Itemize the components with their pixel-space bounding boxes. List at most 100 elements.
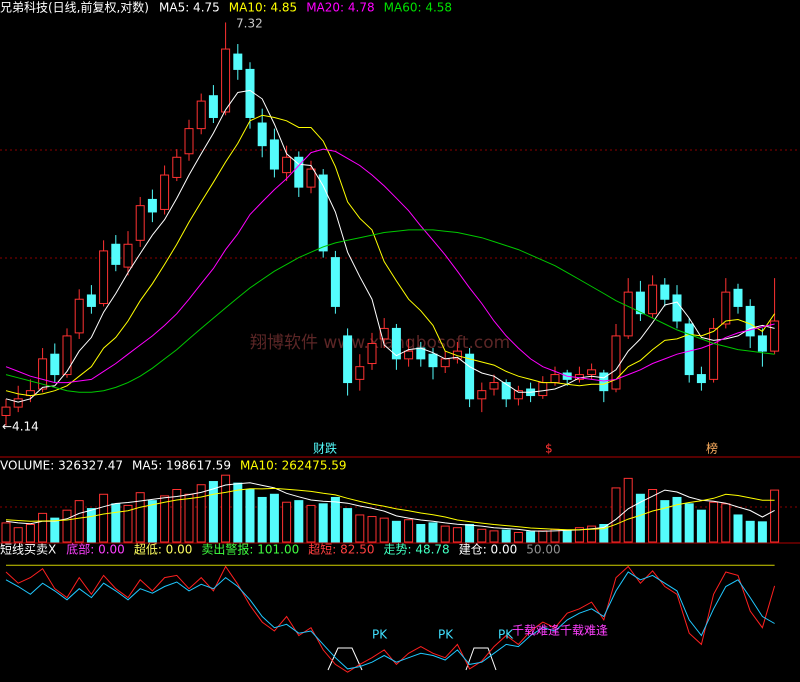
candle-body: [160, 174, 170, 210]
candle-body: [257, 122, 267, 147]
candle-body: [391, 327, 401, 360]
candle-body: [440, 358, 450, 368]
volume-bar: [709, 501, 719, 543]
volume-bar: [135, 492, 145, 543]
candle-body: [452, 350, 462, 360]
volume-bar: [465, 524, 475, 543]
series-line: [5, 487, 775, 531]
series-line: [5, 229, 775, 393]
volume-bar: [13, 527, 23, 543]
candle-body: [135, 205, 145, 241]
candle-body: [123, 243, 133, 268]
candle-body: [184, 128, 194, 155]
candle-body: [318, 174, 328, 252]
volume-bar: [306, 504, 316, 543]
candle-body: [1, 406, 11, 416]
candle-body: [635, 291, 645, 315]
candle-body: [62, 335, 72, 376]
volume-bar: [404, 519, 414, 543]
candle-body: [513, 390, 523, 400]
volume-bar: [513, 531, 523, 543]
header-readout: 走势: 48.78: [383, 543, 449, 557]
volume-bar: [452, 527, 462, 543]
candle-body: [86, 294, 96, 307]
candle-body: [721, 291, 731, 325]
candle-body: [208, 95, 218, 118]
series-line: [5, 482, 775, 532]
volume-bar: [221, 474, 231, 543]
candle-body: [233, 53, 243, 70]
volume-bar: [489, 530, 499, 543]
candle-body: [745, 305, 755, 337]
volume-bar: [233, 482, 243, 543]
volume-bar: [1, 522, 11, 543]
volume-bar: [733, 514, 743, 543]
chart-title: 短线买卖X: [0, 543, 56, 557]
candle-body: [74, 298, 84, 334]
header-readout: VOLUME: 326327.47: [0, 459, 123, 473]
candle-body: [111, 243, 121, 265]
volume-bar: [574, 527, 584, 543]
volume-bar: [428, 522, 438, 543]
candle-body: [294, 156, 304, 188]
candle-body: [757, 335, 767, 352]
volume-bar: [172, 489, 182, 543]
volume-bar: [330, 496, 340, 543]
volume-bar: [99, 493, 109, 543]
header-readout: 底部: 0.00: [66, 542, 125, 557]
candle-body: [696, 374, 706, 384]
annotation: PK: [372, 628, 388, 642]
annotation: 7.32: [236, 17, 263, 31]
volume-bar: [318, 503, 328, 543]
series-line: [5, 89, 775, 403]
annotation: 千载难逢: [512, 624, 560, 638]
series-line: [5, 571, 775, 670]
annotation: $: [545, 442, 553, 456]
annotation: 千载难逢: [560, 624, 608, 638]
candle-body: [404, 350, 414, 360]
volume-bar: [25, 524, 35, 543]
candle-body: [355, 366, 365, 380]
candle-body: [709, 327, 719, 380]
volume-bar: [562, 529, 572, 543]
volume-bar: [745, 520, 755, 543]
volume-bar: [196, 484, 206, 543]
candle-body: [599, 372, 609, 392]
volume-bar: [123, 504, 133, 543]
candle-body: [147, 198, 157, 213]
candle-body: [770, 320, 780, 352]
volume-bar: [50, 517, 60, 543]
volume-bar: [757, 521, 767, 543]
candle-body: [196, 100, 206, 130]
candle-body: [501, 382, 511, 400]
candle-body: [733, 288, 743, 307]
candle-body: [221, 48, 231, 113]
volume-bar: [672, 496, 682, 543]
candle-body: [538, 382, 548, 397]
annotation: ←4.14: [2, 420, 39, 434]
volume-bar: [257, 496, 267, 543]
annotation: 财跌: [313, 441, 337, 456]
header-readout: MA10: 4.85: [229, 1, 297, 15]
candle-body: [343, 335, 353, 384]
candle-body: [428, 353, 438, 368]
candle-body: [477, 390, 487, 400]
volume-bar: [269, 493, 279, 543]
volume-bar: [526, 531, 536, 543]
candle-body: [269, 139, 279, 170]
volume-bar: [721, 503, 731, 543]
series-line: [5, 148, 775, 384]
header-readout: MA60: 4.58: [384, 1, 452, 15]
volume-bar: [160, 495, 170, 543]
volume-bar: [696, 509, 706, 543]
volume-bar: [538, 530, 548, 543]
candle-body: [282, 156, 292, 174]
header-readout: 50.00: [526, 543, 560, 557]
volume-bar: [245, 489, 255, 543]
candle-body: [623, 291, 633, 337]
annotation: 榜: [706, 441, 718, 456]
volume-bar: [660, 500, 670, 543]
candle-body: [306, 168, 316, 188]
headers: 兄弟科技(日线,前复权,对数) MA5: 4.75 MA10: 4.85 MA20: …: [0, 0, 561, 557]
